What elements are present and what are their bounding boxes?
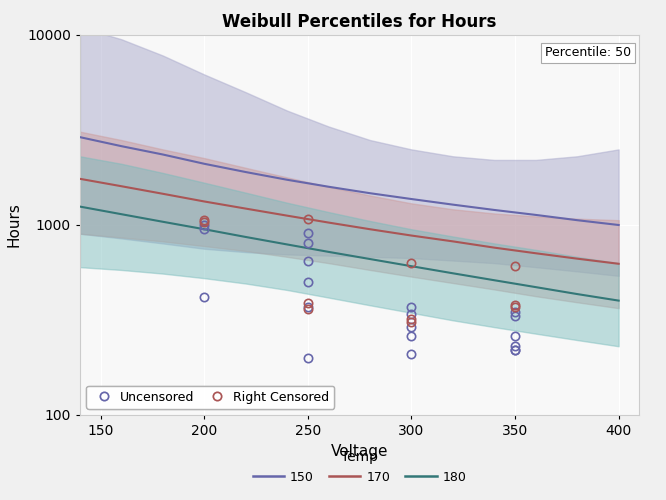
Title: Weibull Percentiles for Hours: Weibull Percentiles for Hours xyxy=(222,12,497,30)
Legend: 150, 170, 180: 150, 170, 180 xyxy=(248,446,472,489)
Text: Percentile: 50: Percentile: 50 xyxy=(545,46,631,60)
Y-axis label: Hours: Hours xyxy=(7,202,21,248)
X-axis label: Voltage: Voltage xyxy=(331,444,388,458)
Legend: Uncensored, Right Censored: Uncensored, Right Censored xyxy=(86,386,334,409)
